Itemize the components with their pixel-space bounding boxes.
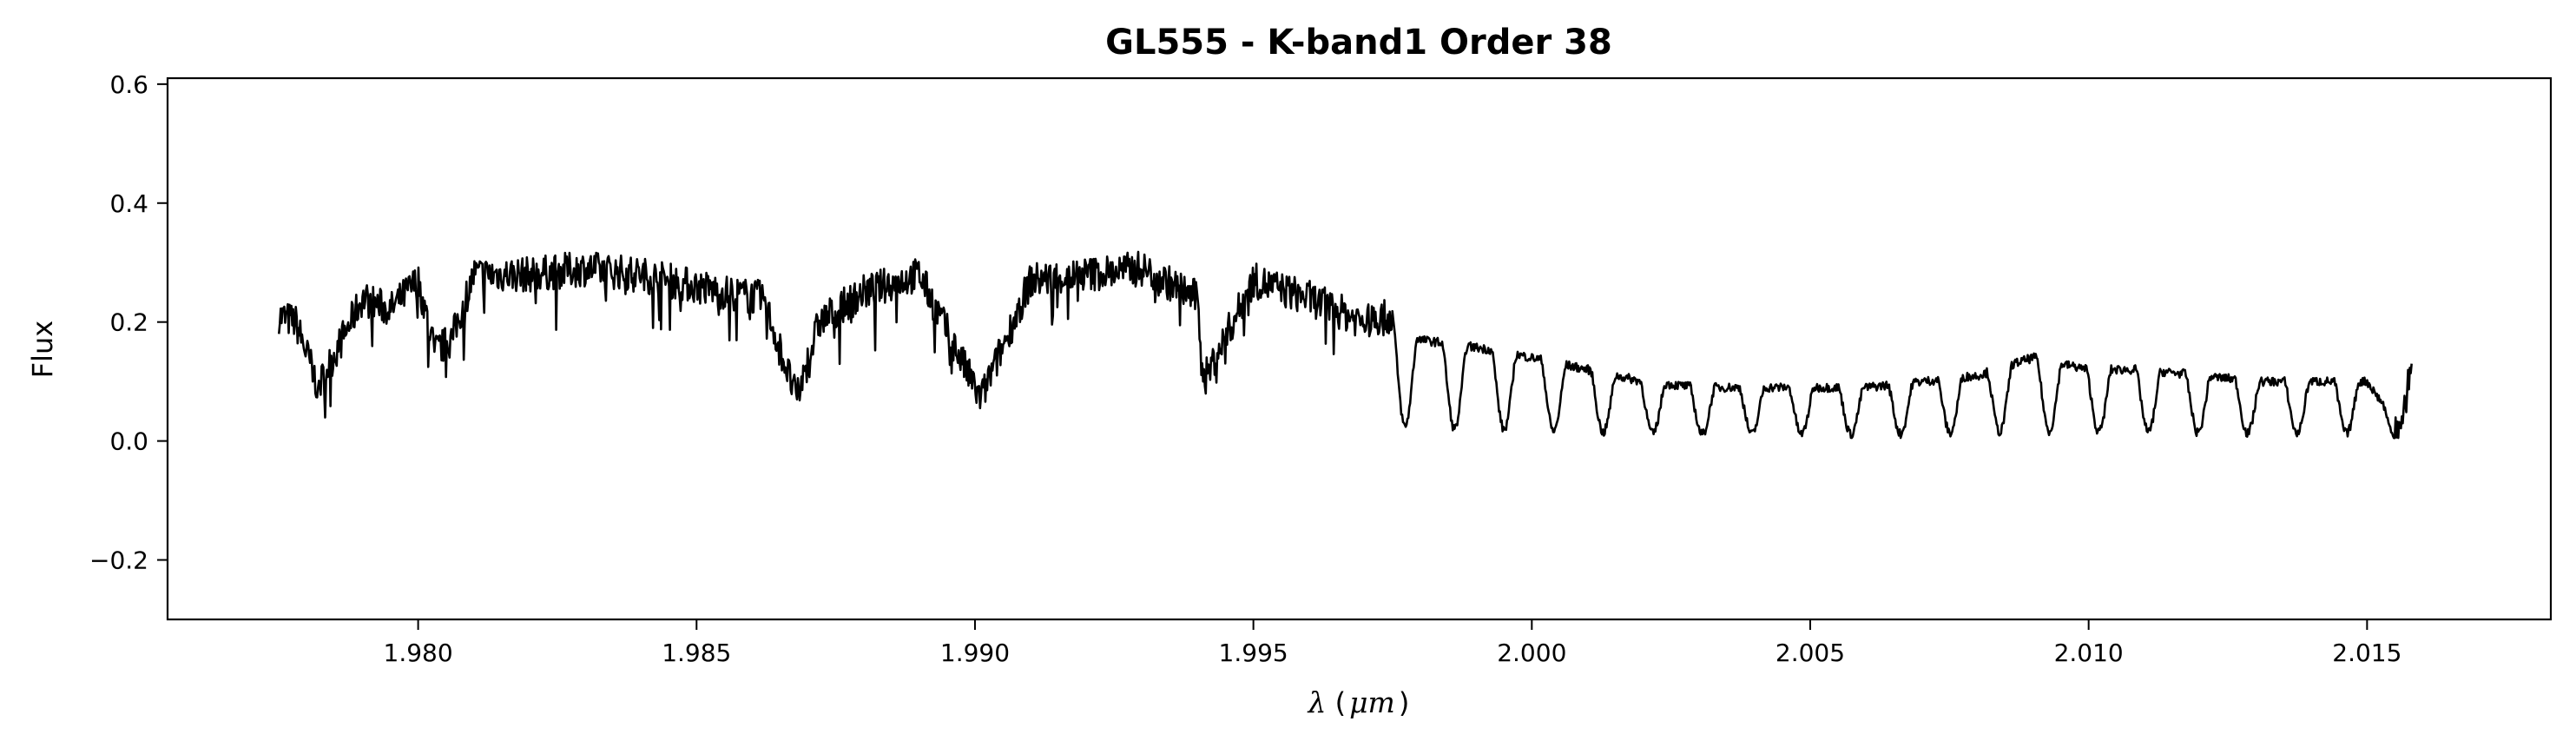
x-tick-label: 2.015	[2332, 639, 2401, 667]
y-tick-label: 0.0	[109, 427, 148, 456]
x-tick-label: 2.010	[2054, 639, 2124, 667]
y-tick-label: 0.4	[109, 189, 148, 218]
spectrum-line	[277, 250, 2413, 440]
x-tick-label: 2.000	[1497, 639, 1566, 667]
x-tick-label: 1.995	[1219, 639, 1288, 667]
y-axis: −0.2 0.0 0.2 0.4 0.6	[89, 70, 168, 575]
plot-frame	[166, 76, 2553, 621]
x-axis-label: λ ( μm )	[1307, 685, 1410, 719]
y-tick-label: 0.6	[109, 70, 148, 99]
x-axis-label-close: )	[1399, 686, 1409, 719]
y-tick-label: −0.2	[89, 546, 148, 575]
x-axis: 1.980 1.985 1.990 1.995 2.000 2.005 2.010 2.015	[384, 619, 2401, 667]
x-tick-label: 1.985	[662, 639, 731, 667]
y-tick-label: 0.2	[109, 308, 148, 337]
y-axis-label: Flux	[26, 321, 59, 379]
chart-title: GL555 - K-band1 Order 38	[1105, 23, 1612, 63]
x-tick-label: 1.980	[384, 639, 453, 667]
x-axis-label-unit: μm	[1349, 685, 1395, 719]
x-tick-label: 1.990	[940, 639, 1010, 667]
plot-area	[277, 250, 2413, 440]
x-axis-label-symbol: λ	[1307, 685, 1327, 719]
x-axis-label-open: (	[1335, 686, 1346, 719]
x-tick-label: 2.005	[1776, 639, 1845, 667]
